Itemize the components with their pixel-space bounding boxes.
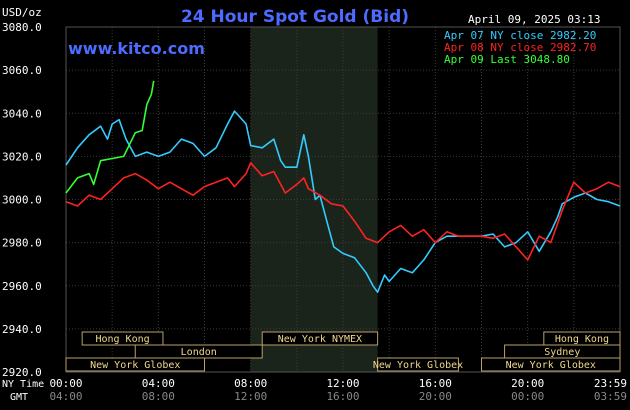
ny-time-row-label: NY Time: [2, 379, 44, 390]
ny-time-tick: 04:00: [142, 377, 175, 390]
x-tick-labels: 00:0004:0004:0008:0008:0012:0012:0016:00…: [49, 377, 627, 403]
gmt-tick: 03:59: [594, 390, 627, 403]
ny-time-tick: 20:00: [511, 377, 544, 390]
session-label: New York Globex: [506, 360, 596, 371]
plot-frame: [65, 26, 621, 373]
y-tick-label: 3020.0: [2, 150, 42, 163]
session-bar: [481, 357, 621, 372]
y-tick-label: 3060.0: [2, 64, 42, 77]
y-unit-label: USD/oz: [2, 6, 42, 19]
gridlines: [65, 26, 621, 373]
series-line-1: [65, 162, 621, 261]
session-label: Sydney: [544, 347, 580, 358]
session-label: Hong Kong: [555, 334, 609, 345]
session-label: New York Globex: [373, 360, 463, 371]
session-bar: [81, 331, 164, 346]
legend: Apr 07 NY close 2982.20 Apr 08 NY close …: [444, 29, 596, 66]
ny-time-tick: 16:00: [419, 377, 452, 390]
ny-time-tick: 00:00: [49, 377, 82, 390]
series-line-2: [65, 80, 155, 194]
date-time-stamp: April 09, 2025 03:13: [468, 13, 600, 26]
gmt-row-label: GMT: [10, 392, 28, 403]
chart-title: 24 Hour Spot Gold (Bid): [181, 7, 409, 27]
session-bar: [65, 357, 205, 372]
ny-time-tick: 23:59: [594, 377, 627, 390]
session-label: New York NYMEX: [278, 334, 362, 345]
y-tick-label: 2960.0: [2, 280, 42, 293]
y-tick-label: 2980.0: [2, 237, 42, 250]
y-tick-label: 3000.0: [2, 194, 42, 207]
price-series: [65, 80, 621, 293]
ny-time-tick: 08:00: [234, 377, 267, 390]
y-tick-label: 3080.0: [2, 21, 42, 34]
y-tick-label: 2920.0: [2, 366, 42, 379]
gmt-tick: 00:00: [511, 390, 544, 403]
session-bar: [261, 331, 379, 346]
session-bar: [377, 357, 459, 372]
legend-item-apr09: Apr 09 Last 3048.80: [444, 53, 570, 66]
session-label: London: [181, 347, 217, 358]
gmt-tick: 12:00: [234, 390, 267, 403]
legend-item-apr08: Apr 08 NY close 2982.70: [444, 41, 596, 54]
y-tick-label: 2940.0: [2, 323, 42, 336]
gmt-tick: 04:00: [49, 390, 82, 403]
session-label: New York Globex: [90, 360, 180, 371]
y-tick-label: 3040.0: [2, 107, 42, 120]
legend-item-apr07: Apr 07 NY close 2982.20: [444, 29, 596, 42]
gmt-tick: 08:00: [142, 390, 175, 403]
gmt-tick: 20:00: [419, 390, 452, 403]
y-tick-labels: 3080.0 3060.0 3040.0 3020.0 3000.0 2980.0 2960…: [2, 21, 42, 379]
series-line-0: [65, 110, 621, 293]
session-label: Hong Kong: [95, 334, 149, 345]
gmt-tick: 16:00: [326, 390, 359, 403]
ny-time-tick: 12:00: [326, 377, 359, 390]
nymex-session-shade: [250, 27, 378, 372]
brand-link[interactable]: www.kitco.com: [68, 39, 205, 58]
